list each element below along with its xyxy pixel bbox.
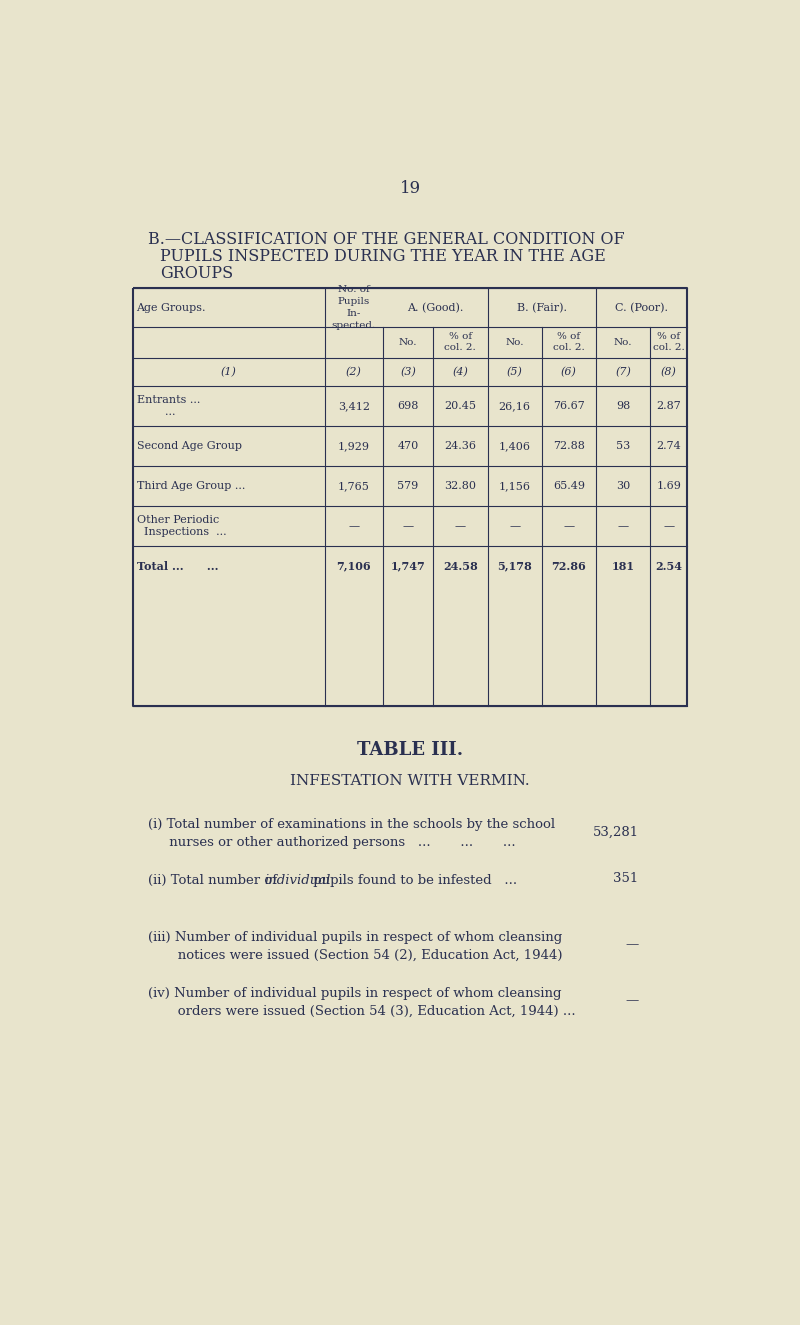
Text: 2.54: 2.54 [655,560,682,572]
Text: Age Groups.: Age Groups. [137,302,206,313]
Text: 20.45: 20.45 [444,401,476,411]
Text: —: — [348,521,359,531]
Text: —: — [509,521,520,531]
Text: (i) Total number of examinations in the schools by the school
     nurses or oth: (i) Total number of examinations in the … [148,818,555,849]
Text: Second Age Group: Second Age Group [138,441,242,452]
Text: (iii) Number of individual pupils in respect of whom cleansing
       notices we: (iii) Number of individual pupils in res… [148,930,562,962]
Text: 1,747: 1,747 [390,560,426,572]
Text: 30: 30 [616,481,630,492]
Text: No.: No. [614,338,632,347]
Text: (6): (6) [561,367,577,378]
Text: GROUPS: GROUPS [161,265,234,282]
Text: 26,16: 26,16 [498,401,530,411]
Text: —: — [626,938,638,951]
Text: 7,106: 7,106 [337,560,371,572]
Text: 351: 351 [614,872,638,885]
Text: 32.80: 32.80 [444,481,476,492]
Text: (7): (7) [615,367,631,378]
Text: (iv) Number of individual pupils in respect of whom cleansing
       orders were: (iv) Number of individual pupils in resp… [148,987,576,1018]
Text: Entrants ...
        ...: Entrants ... ... [138,395,201,417]
Text: % of
col. 2.: % of col. 2. [553,333,585,352]
Text: Total ...      ...: Total ... ... [138,560,218,572]
Text: C. (Poor).: C. (Poor). [615,302,668,313]
Text: 53: 53 [616,441,630,452]
Text: 1,156: 1,156 [498,481,530,492]
Text: No. of
Pupils
In-
spected.: No. of Pupils In- spected. [332,285,376,330]
Text: 1,765: 1,765 [338,481,370,492]
Text: A. (Good).: A. (Good). [407,302,463,313]
Text: 24.36: 24.36 [444,441,476,452]
Text: (1): (1) [221,367,237,378]
Text: Other Periodic
  Inspections  ...: Other Periodic Inspections ... [138,515,227,538]
Text: 181: 181 [612,560,634,572]
Text: 3,412: 3,412 [338,401,370,411]
Text: (3): (3) [400,367,416,378]
Text: (8): (8) [661,367,677,378]
Text: 698: 698 [398,401,418,411]
Text: % of
col. 2.: % of col. 2. [445,333,476,352]
Text: —: — [455,521,466,531]
Text: 1,406: 1,406 [498,441,530,452]
Text: —: — [626,994,638,1007]
Text: 2.74: 2.74 [657,441,682,452]
Text: 65.49: 65.49 [553,481,585,492]
Text: 53,281: 53,281 [593,825,638,839]
Text: 579: 579 [398,481,418,492]
Text: 98: 98 [616,401,630,411]
Text: B.—CLASSIFICATION OF THE GENERAL CONDITION OF: B.—CLASSIFICATION OF THE GENERAL CONDITI… [148,232,625,248]
Text: (2): (2) [346,367,362,378]
Text: —: — [402,521,414,531]
Text: —: — [563,521,574,531]
Text: 1,929: 1,929 [338,441,370,452]
Text: B. (Fair).: B. (Fair). [517,302,566,313]
Text: 76.67: 76.67 [553,401,585,411]
Text: 1.69: 1.69 [657,481,682,492]
Text: No.: No. [506,338,524,347]
Text: INFESTATION WITH VERMIN.: INFESTATION WITH VERMIN. [290,774,530,788]
Text: TABLE III.: TABLE III. [357,742,463,759]
Text: pupils found to be infested   ...: pupils found to be infested ... [310,874,518,888]
Text: 470: 470 [398,441,418,452]
Text: 5,178: 5,178 [498,560,532,572]
Text: % of
col. 2.: % of col. 2. [653,333,685,352]
Text: PUPILS INSPECTED DURING THE YEAR IN THE AGE: PUPILS INSPECTED DURING THE YEAR IN THE … [161,248,606,265]
Text: Third Age Group ...: Third Age Group ... [138,481,246,492]
Text: 19: 19 [399,180,421,196]
Text: individual: individual [264,874,330,888]
Text: —: — [663,521,674,531]
Text: 2.87: 2.87 [657,401,682,411]
Text: No.: No. [399,338,418,347]
Text: (5): (5) [506,367,522,378]
Text: (4): (4) [453,367,468,378]
Text: (ii) Total number of: (ii) Total number of [148,874,282,888]
Text: 72.88: 72.88 [553,441,585,452]
Text: 24.58: 24.58 [443,560,478,572]
Text: —: — [618,521,629,531]
Text: 72.86: 72.86 [551,560,586,572]
